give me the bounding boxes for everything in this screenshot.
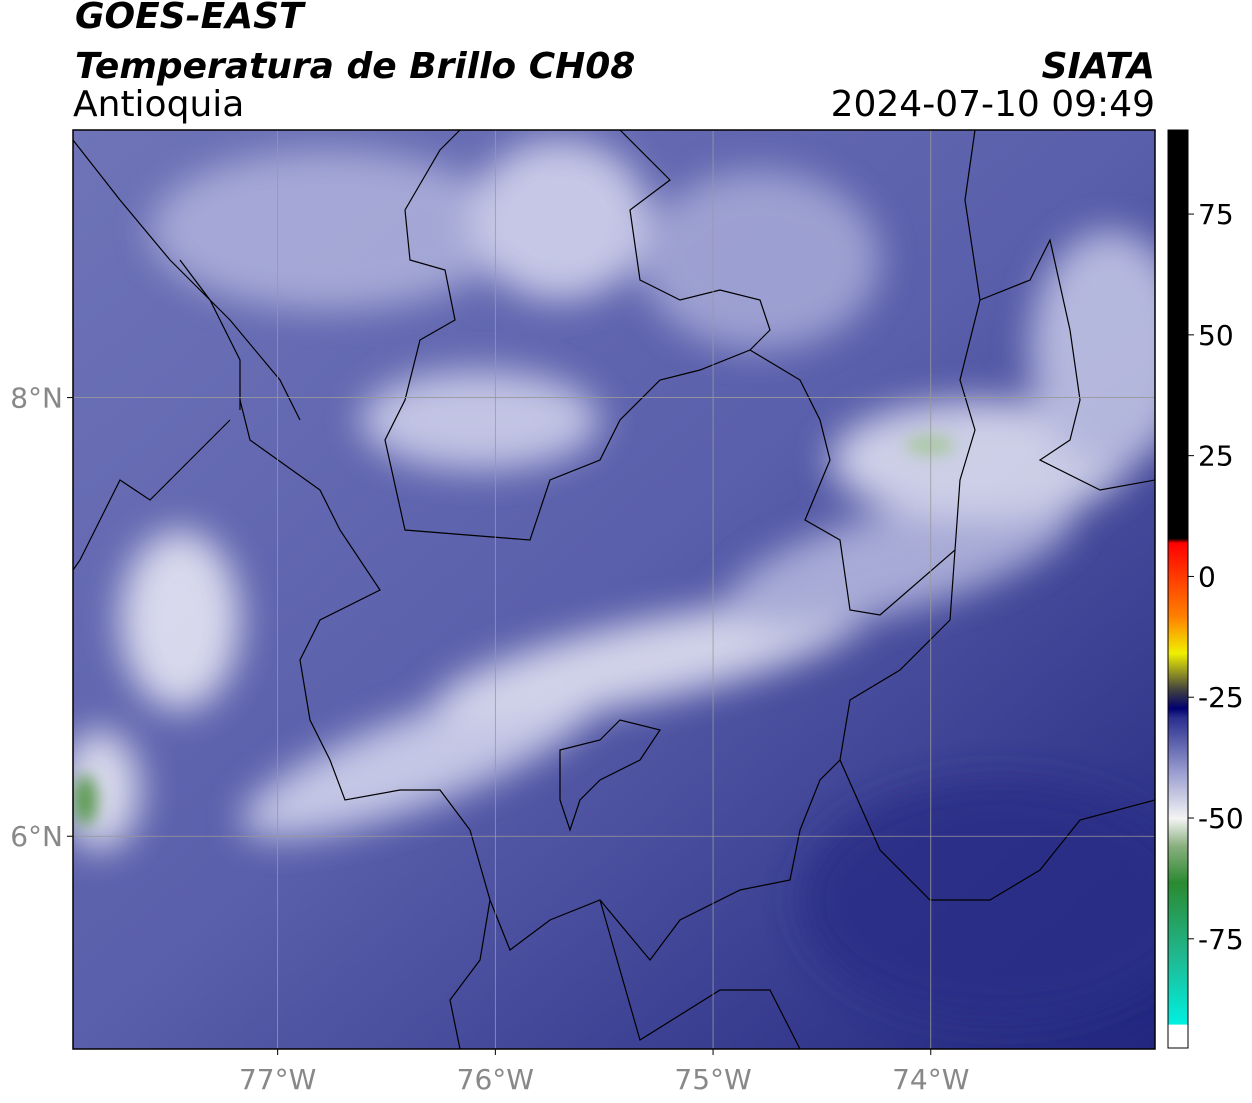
satellite-image: [73, 130, 1155, 1049]
colorbar-tick-label: 0: [1198, 560, 1216, 593]
subtitle: Temperatura de Brillo CH08: [75, 46, 635, 87]
source: SIATA: [1042, 46, 1155, 87]
colorbar-tick-label: 50: [1198, 319, 1234, 352]
colorbar-tick-label: -25: [1198, 681, 1244, 714]
lon-label: 74°W: [892, 1063, 969, 1096]
lon-label: 76°W: [457, 1063, 534, 1096]
colorbar-tick-label: 75: [1198, 198, 1234, 231]
lat-label: 6°N: [10, 820, 63, 853]
colorbar-tick-label: -50: [1198, 802, 1244, 835]
lat-label: 8°N: [10, 382, 63, 415]
map-frame: [72, 129, 1156, 1050]
colorbar-ticks: 75 50 25 0 -25 -50 -75: [1188, 198, 1244, 956]
colorbar-tick-label: -75: [1198, 923, 1244, 956]
lon-label: 77°W: [239, 1063, 316, 1096]
datetime: 2024-07-10 09:49: [831, 84, 1155, 125]
region: Antioquia: [73, 84, 244, 125]
title: GOES-EAST: [75, 0, 306, 37]
colorbar-tick-label: 25: [1198, 440, 1234, 473]
colorbar: [1167, 129, 1189, 1049]
graticule: 8°N 6°N 77°W 76°W 75°W 74°W: [10, 130, 1155, 1096]
lon-label: 75°W: [674, 1063, 751, 1096]
